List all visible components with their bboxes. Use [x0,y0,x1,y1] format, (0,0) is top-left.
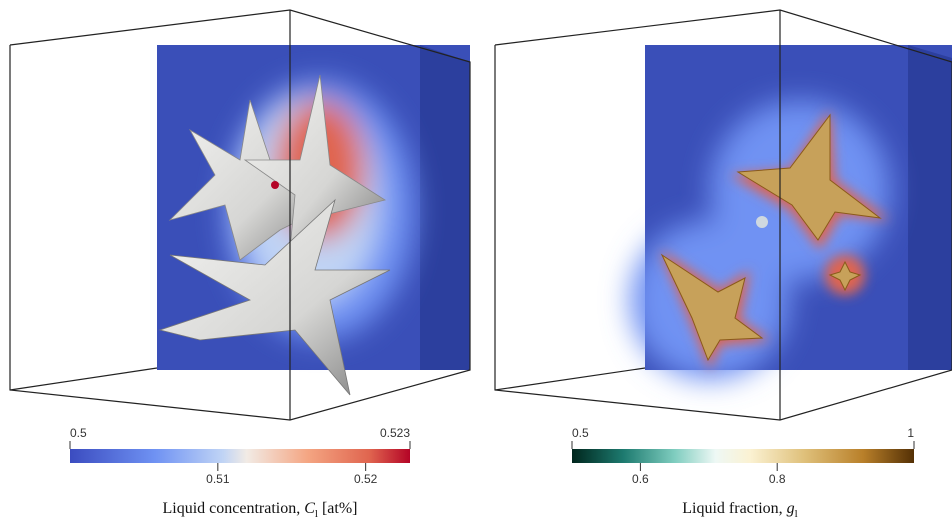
colorbar-tick-label: 0.52 [354,472,378,486]
colorbar [70,449,410,463]
colorbar-end-label: 0.5 [572,426,589,440]
colorbar-tick-label: 0.51 [206,472,230,486]
panel-1-render [10,10,470,420]
caption-1: Liquid concentration,Cl[at%] [163,500,358,520]
colorbar-end-label: 1 [907,426,914,440]
colorbar [572,449,914,463]
panel-2-render [495,10,952,420]
colorbar-tick-label: 0.6 [632,472,649,486]
colorbar-tick-label: 0.8 [769,472,786,486]
caption-2: Liquid fraction,gl [682,500,797,520]
figure: Liquid concentration,Cl[at%] Liquid frac… [0,0,952,525]
colorbar-end-label: 0.523 [380,426,410,440]
colorbar-end-label: 0.5 [70,426,87,440]
